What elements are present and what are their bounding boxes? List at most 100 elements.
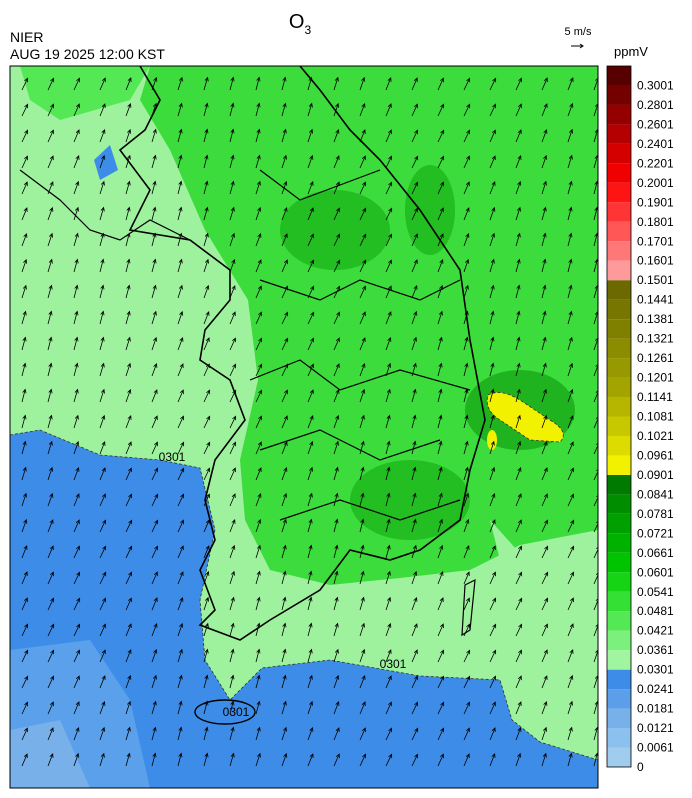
wind-arrow [203, 596, 210, 611]
wind-arrow [411, 77, 418, 91]
wind-arrow [489, 232, 496, 247]
colorbar-label: 0.0361 [637, 643, 674, 657]
wind-arrow [151, 284, 157, 299]
wind-arrow [177, 258, 183, 273]
wind-arrow [281, 76, 287, 91]
wind-arrow [541, 103, 548, 117]
colorbar-label: 0.0661 [637, 546, 674, 560]
wind-arrow [515, 284, 521, 299]
wind-arrow [73, 336, 79, 351]
wind-arrow [541, 77, 548, 91]
wind-arrow [255, 570, 261, 585]
wind-arrow [73, 310, 79, 325]
wind-arrow [177, 310, 184, 325]
wind-arrow [515, 440, 522, 455]
wind-arrow [151, 467, 159, 481]
wind-arrow [463, 701, 470, 715]
wind-arrow [73, 388, 79, 403]
wind-arrow [125, 441, 132, 455]
wind-arrow [463, 232, 470, 247]
wind-arrow [307, 389, 314, 403]
colorbar-label: 0.1321 [637, 332, 674, 346]
colorbar-segment [607, 182, 631, 203]
wind-arrow [307, 311, 315, 325]
wind-arrow [177, 596, 184, 611]
wind-arrow [125, 154, 131, 169]
wind-arrow [203, 441, 211, 455]
wind-arrow [47, 284, 53, 299]
wind-arrow [489, 284, 495, 299]
wind-arrow [541, 310, 547, 325]
wind-arrow [567, 493, 574, 507]
wind-arrow [177, 284, 183, 299]
map: 0301 0301 0301 [10, 66, 598, 788]
wind-arrow [489, 675, 496, 689]
wind-arrow [307, 622, 313, 637]
wind-arrow [463, 310, 469, 325]
wind-arrow [47, 753, 54, 767]
wind-arrow [229, 102, 235, 117]
wind-arrow [73, 129, 80, 143]
wind-arrow [229, 180, 235, 195]
wind-arrow [99, 752, 105, 767]
wind-arrow [21, 492, 27, 507]
wind-arrow [333, 181, 340, 195]
wind-arrow [437, 727, 445, 741]
wind-arrow [255, 544, 261, 559]
wind-arrow [255, 674, 261, 689]
wind-arrow [411, 388, 417, 403]
wind-arrow [437, 310, 443, 325]
wind-arrow [203, 311, 210, 325]
wind-arrow [541, 336, 547, 351]
wind-arrow [99, 258, 105, 273]
wind-arrow [281, 492, 288, 507]
wind-arrow [255, 467, 262, 481]
wind-arrow [203, 415, 211, 429]
wind-arrow [281, 207, 288, 221]
wind-arrow [125, 597, 132, 611]
wind-arrow [385, 233, 392, 247]
colorbar-segment [607, 747, 631, 767]
wind-arrow [385, 103, 392, 117]
wind-arrow [255, 206, 262, 221]
wind-arrow [203, 700, 209, 715]
wind-arrow [437, 571, 444, 585]
wind-arrow [463, 77, 471, 91]
colorbar-segment [607, 591, 631, 612]
colorbar-segment [607, 669, 631, 690]
wind-arrow [463, 388, 469, 403]
wind-arrow [21, 675, 29, 689]
wind-arrow [21, 129, 29, 143]
wind-arrow [411, 181, 419, 195]
wind-arrow [333, 596, 339, 611]
wind-arrow [593, 416, 598, 429]
wind-arrow [99, 414, 106, 429]
wind-arrow [385, 336, 392, 351]
wind-arrow [125, 232, 131, 247]
wind-arrow [125, 493, 132, 507]
colorbar-segment [607, 338, 631, 359]
wind-arrow [333, 622, 339, 637]
wind-arrow [177, 180, 183, 195]
wind-arrow [21, 362, 27, 377]
wind-arrow [151, 648, 158, 663]
wind-arrow [73, 545, 80, 559]
wind-arrow [515, 466, 522, 481]
wind-arrow [541, 545, 549, 559]
wind-arrow [437, 623, 444, 637]
wind-arrow [125, 571, 132, 585]
wind-arrow [151, 493, 159, 507]
wind-arrow [125, 258, 131, 273]
wind-arrow [281, 570, 287, 585]
wind-arrow [307, 753, 314, 767]
wind-arrow [21, 336, 27, 351]
wind-arrow [333, 285, 341, 299]
wind-arrow [515, 310, 521, 325]
wind-vectors [21, 76, 598, 767]
contour-label: 0301 [380, 657, 407, 671]
wind-arrow [359, 311, 366, 325]
wind-arrow [125, 206, 131, 221]
wind-arrow [281, 311, 289, 325]
wind-arrow [567, 467, 574, 481]
wind-arrow [333, 544, 339, 559]
